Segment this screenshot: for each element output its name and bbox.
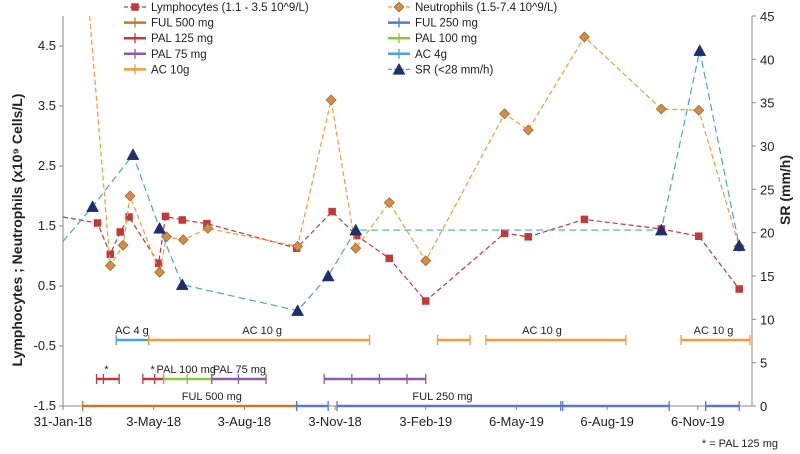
data-point — [655, 103, 667, 115]
treatment-label: AC 10 g — [242, 325, 282, 337]
treatment-label: PAL 75 mg — [213, 364, 266, 376]
data-point — [202, 222, 214, 234]
right-tick-label: 0 — [760, 399, 767, 414]
right-tick-label: 45 — [760, 9, 774, 24]
legend-label: PAL 75 mg — [151, 49, 207, 61]
data-point — [500, 229, 509, 237]
right-tick-label: 25 — [760, 182, 774, 197]
data-point — [522, 124, 534, 136]
left-tick-label: 1.5 — [38, 218, 56, 233]
data-point — [124, 190, 136, 202]
data-point — [392, 62, 406, 75]
data-point — [654, 223, 668, 236]
right-tick-label: 5 — [760, 356, 767, 371]
treatment-label: AC 10 g — [694, 325, 734, 337]
x-tick-label: 6-May-19 — [489, 414, 544, 429]
data-point — [385, 254, 394, 263]
right-tick-label: 10 — [760, 312, 774, 327]
x-tick-label: 3-Aug-18 — [218, 414, 271, 429]
data-point — [125, 213, 133, 221]
data-point — [325, 94, 337, 106]
data-point — [499, 108, 511, 120]
legend-label: AC 10g — [151, 64, 189, 76]
data-point — [131, 3, 139, 11]
data-point — [292, 240, 304, 252]
legend-label: Neutrophils (1.5-7.4 10^9/L) — [415, 2, 557, 14]
treatment-label: FUL 500 mg — [182, 391, 242, 403]
treatment-label: AC 4 g — [115, 325, 149, 337]
legend-label: AC 4g — [415, 49, 447, 61]
left-tick-label: -1.5 — [34, 398, 56, 413]
x-tick-label: 3-Feb-19 — [399, 414, 452, 429]
right-tick-label: 15 — [760, 269, 774, 284]
data-point — [393, 1, 405, 13]
legend-label: FUL 250 mg — [415, 18, 478, 30]
treatment-label: FUL 250 mg — [412, 391, 472, 403]
data-point — [420, 255, 432, 267]
data-point — [161, 212, 170, 221]
treatment-label: * — [151, 364, 156, 376]
left-tick-label: 0.5 — [38, 278, 56, 293]
data-point — [116, 228, 124, 236]
data-point — [735, 285, 743, 293]
data-point — [93, 219, 102, 227]
legend-label: PAL 125 mg — [151, 33, 213, 45]
data-point — [693, 44, 707, 56]
data-point — [732, 239, 746, 251]
data-point — [349, 223, 363, 236]
right-tick-label: 35 — [760, 96, 774, 111]
data-point — [86, 200, 99, 212]
legend: Lymphocytes (1.1 - 3.5 10^9/L) Neutrophil… — [124, 1, 557, 76]
data-point — [383, 197, 395, 209]
data-point — [693, 104, 705, 116]
data-point — [126, 148, 140, 160]
data-point — [421, 297, 430, 305]
axes: -1.5 -0.5 0.5 1.5 2.5 3.5 4.5 0 5 10 15 20 25 30 35 40 4… — [34, 9, 775, 429]
data-point — [175, 278, 189, 290]
data-point — [178, 216, 187, 224]
data-point — [578, 31, 590, 43]
data-point — [104, 260, 116, 272]
right-tick-label: 30 — [760, 139, 774, 154]
footnote: * = PAL 125 mg — [701, 438, 778, 450]
data-point — [328, 207, 336, 216]
x-tick-label: 6-Nov-19 — [671, 414, 724, 429]
data-point — [524, 233, 532, 241]
legend-label: PAL 100 mg — [415, 33, 477, 45]
data-point — [106, 250, 115, 258]
x-tick-label: 6-Aug-19 — [580, 414, 633, 429]
data-series — [62, 15, 746, 316]
treatment-label: PAL 100 mg — [157, 364, 216, 376]
x-tick-label: 31-Jan-18 — [34, 414, 93, 429]
data-point — [153, 221, 167, 234]
left-tick-label: 3.5 — [38, 98, 56, 113]
left-tick-label: 2.5 — [38, 158, 56, 173]
treatment-label: AC 10 g — [522, 325, 562, 337]
left-tick-label: -0.5 — [34, 338, 56, 353]
data-point — [154, 266, 166, 278]
legend-label: SR (<28 mm/h) — [415, 64, 493, 76]
data-point — [177, 234, 189, 246]
right-tick-label: 20 — [760, 226, 774, 241]
data-point — [350, 242, 362, 254]
data-point — [117, 239, 129, 251]
treatment-label: * — [104, 364, 109, 376]
data-point — [580, 215, 589, 224]
legend-label: Lymphocytes (1.1 - 3.5 10^9/L) — [151, 2, 309, 14]
legend-label: FUL 500 mg — [151, 18, 214, 30]
right-axis-label: SR (mm/h) — [777, 155, 793, 225]
data-point — [154, 259, 163, 267]
data-point — [321, 269, 335, 282]
series-line — [62, 210, 740, 302]
data-point — [695, 232, 703, 240]
left-axis-label: Lymphocytes ; Neutrophils (x10⁹ Cells/L) — [9, 94, 25, 367]
data-point — [291, 304, 305, 316]
left-tick-label: 4.5 — [38, 38, 56, 53]
x-tick-label: 3-Nov-18 — [308, 414, 361, 429]
right-tick-label: 40 — [760, 52, 774, 67]
x-tick-label: 3-May-18 — [126, 414, 181, 429]
